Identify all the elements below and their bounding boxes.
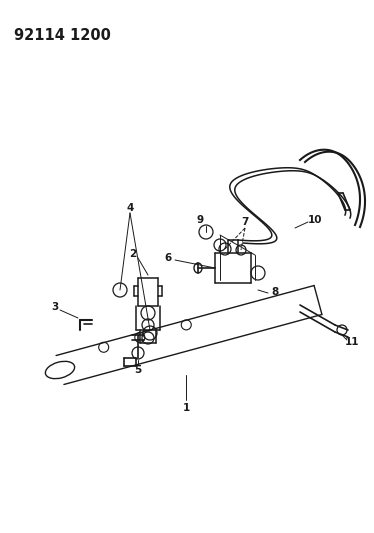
Text: 11: 11 <box>345 337 359 347</box>
Text: 7: 7 <box>241 217 249 227</box>
Text: 10: 10 <box>308 215 322 225</box>
Text: 4: 4 <box>126 203 134 213</box>
Text: 8: 8 <box>272 287 279 297</box>
Text: 92114 1200: 92114 1200 <box>14 28 111 43</box>
Text: 6: 6 <box>165 253 172 263</box>
Text: 3: 3 <box>51 302 59 312</box>
Text: 2: 2 <box>129 249 137 259</box>
Text: 9: 9 <box>196 215 203 225</box>
Text: 5: 5 <box>134 365 142 375</box>
Text: 1: 1 <box>183 403 190 413</box>
